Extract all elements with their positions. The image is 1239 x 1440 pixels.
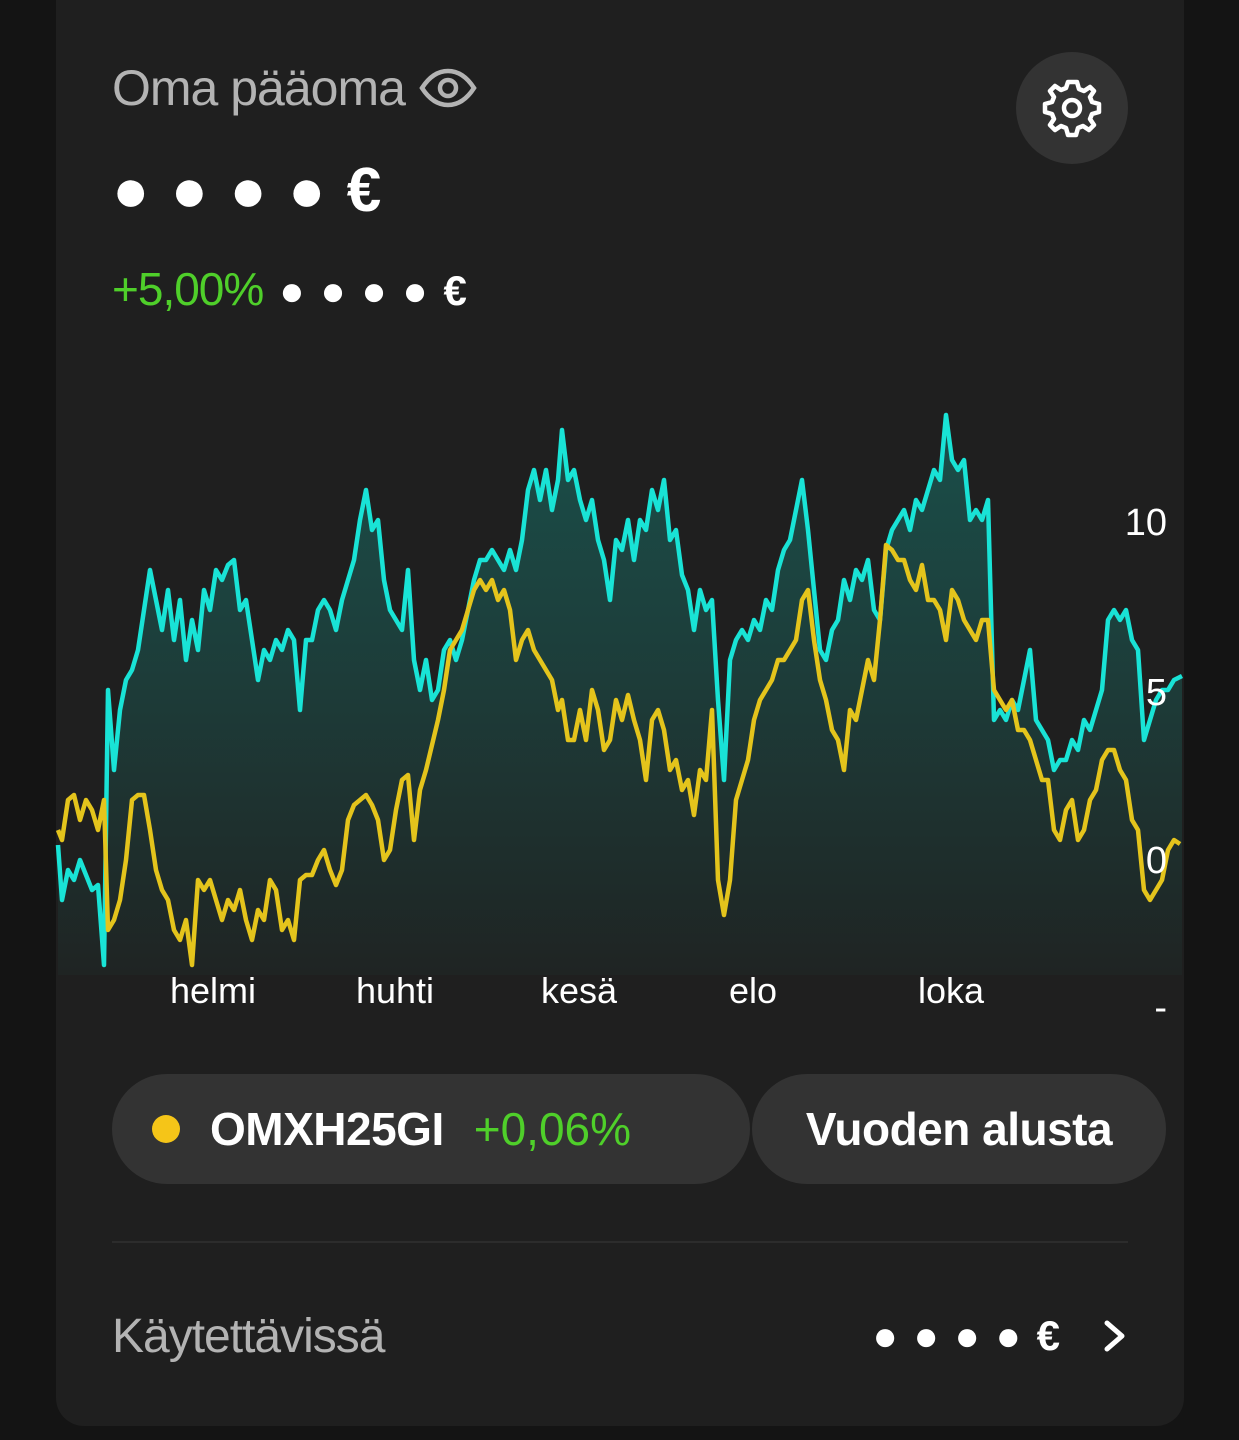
period-label: Vuoden alusta [805,1103,1113,1155]
period-selector[interactable]: Vuoden alusta [752,1074,1166,1184]
x-tick-label-0: helmi [170,970,256,1011]
y-tick-label-2: 0 [1146,840,1167,882]
benchmark-name: OMXH25GI [210,1103,444,1155]
settings-button[interactable] [1016,52,1128,164]
y-tick-label-3: - [1154,987,1167,1029]
available-label: Käytettävissä [112,1309,385,1363]
balance-value: ● ● ● ● € [112,156,384,225]
available-row[interactable]: Käytettävissä ● ● ● ● € [112,1300,1128,1372]
change-amount: ● ● ● ● € [279,267,469,314]
change-row: +5,00% ● ● ● ● € [112,262,469,316]
x-tick-label-4: loka [918,970,985,1011]
x-tick-label-3: elo [729,970,777,1011]
portfolio-area [58,415,1182,975]
change-percent: +5,00% [112,263,264,315]
gear-icon [1042,79,1102,138]
chevron-right-icon[interactable] [1102,1319,1128,1353]
benchmark-dot [152,1115,180,1143]
y-tick-label-1: 5 [1146,672,1167,714]
x-tick-label-2: kesä [541,970,618,1011]
y-tick-label-0: 10 [1125,502,1167,544]
benchmark-change: +0,06% [473,1103,632,1155]
divider [112,1241,1128,1243]
benchmark-selector[interactable]: OMXH25GI +0,06% [112,1074,750,1184]
page-title: Oma pääoma [112,60,406,116]
available-value: ● ● ● ● € [872,1312,1062,1359]
available-right: ● ● ● ● € [872,1312,1128,1360]
x-tick-label-1: huhti [356,970,434,1011]
eye-icon[interactable] [419,68,477,108]
index-line [55,542,1182,968]
title-row: Oma pääoma [112,56,477,120]
